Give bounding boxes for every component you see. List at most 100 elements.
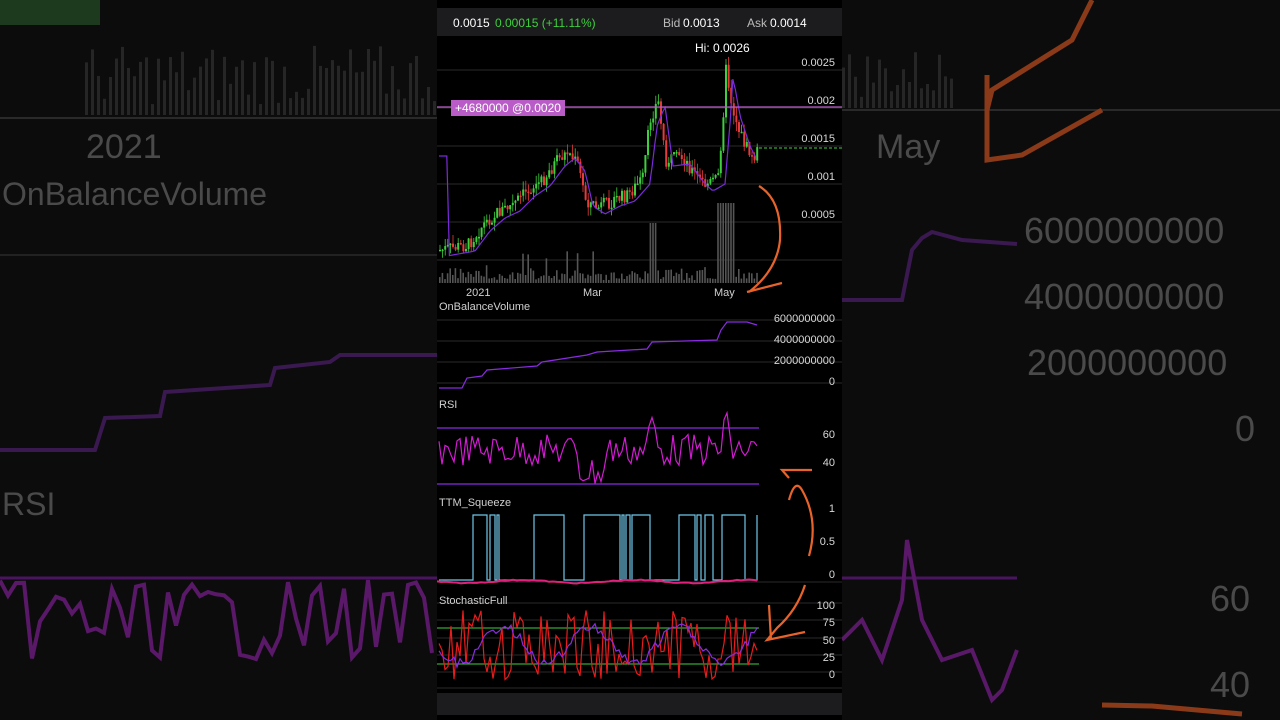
background-obv-tick-1: 6000000000 [1024,210,1225,251]
candle-body [644,155,647,173]
background-year-label: 2021 [86,128,162,166]
candle-body [553,161,556,174]
background-rsi-tick-60: 60 [1210,578,1251,619]
candle-body [465,248,467,252]
background-volume-bar [379,46,382,116]
candle-body [727,64,730,88]
position-tag[interactable]: +4680000 @0.0020 [451,100,565,116]
volume-bar [589,275,592,283]
volume-bar [722,203,724,283]
volume-bar [654,223,657,283]
candle-body [751,155,753,157]
volume-bar [584,278,587,283]
background-volume-bar [187,90,190,115]
background-volume-bar [151,104,154,115]
volume-bar [504,278,506,283]
volume-bar [688,277,691,283]
background-obv-title: OnBalanceVolume [2,176,268,212]
background-volume-bar [307,88,310,115]
background-volume-bar [325,68,328,115]
volume-bar [472,276,475,283]
candle-body [478,236,480,239]
candle-body [740,131,743,134]
background-right-panel: May 6000000000 4000000000 2000000000 0 6… [842,0,1280,720]
volume-bar [519,273,522,283]
volume-bar [605,274,607,283]
volume-bar [532,270,535,283]
volume-bar [608,279,610,283]
chart-canvas[interactable] [437,0,842,720]
squeeze-tick-0: 0 [828,569,835,581]
volume-bar [613,272,615,283]
volume-bar [511,272,514,283]
squeeze-tick-05: 0.5 [819,536,835,548]
volume-bar [595,274,597,283]
candle-body [574,156,577,160]
candle-body [753,155,756,161]
stoch-tick-100: 100 [816,600,835,612]
background-volume-bar [91,49,94,115]
candle-body [722,117,725,151]
background-volume-bar [223,56,226,115]
candle-body [530,192,532,195]
annotation-arrow-down-2 [764,584,807,642]
volume-bar [449,268,451,283]
volume-bar [719,203,722,283]
background-volume-bar [127,67,130,115]
background-volume-bar [205,58,208,115]
volume-bar [657,270,659,283]
obv-title: OnBalanceVolume [439,301,531,313]
candle-body [732,103,735,116]
background-month-label: May [876,128,941,166]
candle-body [709,178,712,184]
candle-body [605,197,608,200]
phone-screen: 0.0015 0.00015 (+11.11%) Bid 0.0013 Ask … [437,0,842,720]
volume-bar [706,278,709,283]
candle-body [675,152,678,154]
background-volume-bar [896,85,899,108]
volume-bar [691,275,693,283]
volume-bar [696,270,698,283]
candle-body [498,208,501,216]
candle-body [514,200,517,203]
candle-body [527,191,530,194]
volume-bar [467,271,470,283]
volume-bar [673,276,675,283]
rsi-tick-40: 40 [822,457,835,469]
background-volume-bar [115,58,118,115]
stoch-tick-75: 75 [822,617,835,629]
volume-bar [735,276,737,283]
price-tick-0025: 0.0025 [801,57,835,69]
volume-bar [548,275,550,283]
candle-body [563,152,566,160]
ask-label: Ask [747,16,768,30]
volume-bar [623,279,626,283]
bottom-toolbar[interactable] [437,693,842,715]
background-volume-bar [157,58,160,115]
candle-body [467,238,470,249]
background-volume-bar [283,66,286,115]
price-tick-0015: 0.0015 [801,133,835,145]
background-volume-bar [878,59,881,108]
candle-body [496,208,499,218]
volume-bar [670,269,672,283]
candle-body [660,101,662,124]
volume-bar [699,270,701,283]
volume-bar [712,278,714,283]
volume-bar [522,253,524,283]
background-volume-bar [854,76,857,108]
volume-bar [530,268,532,283]
candle-body [618,195,621,201]
background-volume-bar [415,56,418,115]
volume-bar [441,272,444,283]
background-volume-bar [385,93,388,115]
volume-bar [636,274,639,283]
background-right-graphics [842,0,1280,717]
annotation-arrow-down-1 [746,185,783,294]
candle-body [454,246,457,250]
quote-bar: 0.0015 0.00015 (+11.11%) Bid 0.0013 Ask … [437,8,842,36]
candle-body [691,167,694,174]
volume-bar [543,275,545,283]
volume-bar [618,278,620,283]
last-price: 0.0015 [453,16,490,30]
